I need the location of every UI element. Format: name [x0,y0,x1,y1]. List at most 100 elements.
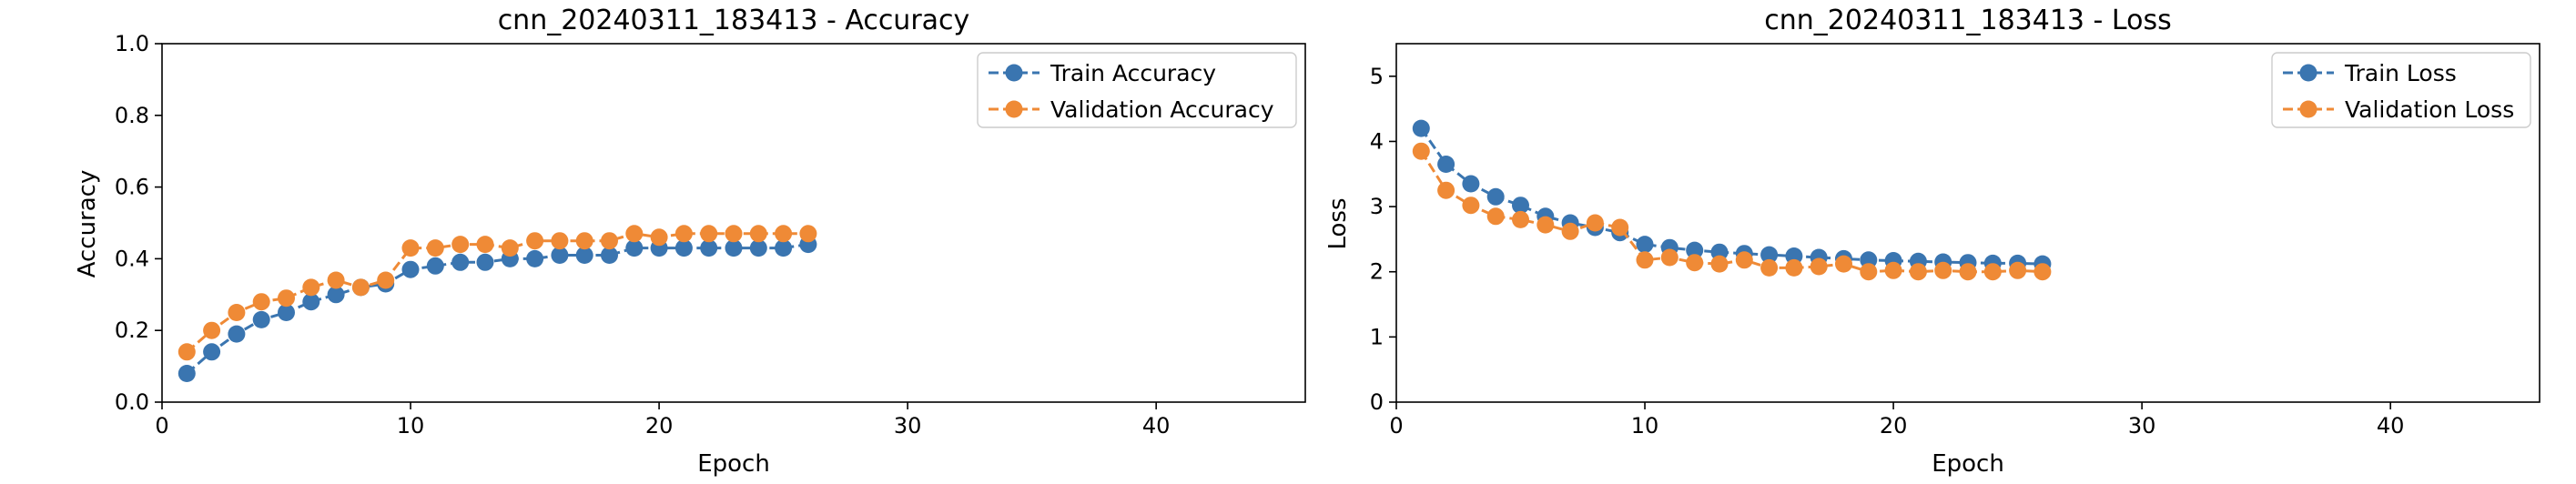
accuracy-legend-label-0: Train Accuracy [1050,60,1216,86]
accuracy-series-0-point [451,253,470,271]
accuracy-series-1-point [351,278,370,297]
loss-series-1-point [1586,214,1604,232]
loss-x-axis-label: Epoch [1932,450,2004,478]
accuracy-series-1-point [526,232,544,250]
accuracy-y-tick-label: 0.4 [115,246,149,271]
loss-y-axis-label: Loss [1324,197,1352,249]
accuracy-x-tick-label: 10 [397,413,425,439]
loss-series-1-point [1983,263,2002,281]
loss-y-tick-label: 0 [1370,389,1384,415]
loss-series-1-point [2033,263,2052,281]
loss-series-0-point [1437,156,1455,173]
accuracy-series-1-point [650,228,668,247]
loss-series-1-point [1561,222,1579,240]
accuracy-series-0-point [625,239,644,257]
accuracy-series-1-point [700,225,718,243]
accuracy-series-1-point [725,225,743,243]
loss-series-0-point [1512,197,1529,215]
accuracy-legend [977,52,1297,128]
accuracy-series-0-point [700,239,718,257]
accuracy-series-1-point [674,225,693,243]
accuracy-series-0-point [476,253,494,271]
accuracy-x-axis-label: Epoch [697,450,770,478]
loss-series-1-point [1462,197,1480,215]
accuracy-series-0-point [401,260,420,278]
accuracy-legend-marker-0 [1005,64,1023,82]
accuracy-series-0-point [749,239,767,257]
loss-series-1-point [1860,263,1878,281]
loss-series-1-point [1710,255,1729,273]
accuracy-x-tick-label: 30 [894,413,922,439]
loss-x-tick-label: 0 [1389,413,1403,439]
loss-chart-title: cnn_20240311_183413 - Loss [1764,5,2171,36]
loss-series-0-point [1760,246,1779,264]
loss-series-1-point [1611,218,1629,237]
accuracy-plot-frame [161,43,1306,403]
loss-x-tick-label: 30 [2128,413,2156,439]
accuracy-series-1-point [775,225,793,243]
loss-series-line-0 [1420,127,2043,266]
accuracy-x-tick-label: 0 [155,413,168,439]
accuracy-series-1-point [252,293,270,311]
loss-y-tick-label: 1 [1370,324,1384,349]
accuracy-series-1-point [575,232,593,250]
accuracy-series-1-point [601,232,618,250]
accuracy-series-0-point [526,249,544,267]
loss-series-1-point [1660,248,1678,267]
accuracy-series-1-point [401,239,420,257]
accuracy-y-tick-label: 0.2 [115,318,149,343]
loss-series-1-point [1536,216,1555,234]
accuracy-series-1-point [203,321,221,339]
accuracy-series-1-point [177,343,196,361]
loss-y-tick-label: 2 [1370,259,1384,285]
accuracy-x-tick-label: 20 [645,413,674,439]
accuracy-series-1-point [625,225,644,243]
loss-y-tick-label: 5 [1370,64,1384,89]
accuracy-y-axis-label: Accuracy [74,170,101,278]
loss-series-0-point [1686,241,1704,259]
accuracy-series-1-point [451,236,470,254]
loss-series-1-point [1909,263,1927,281]
loss-series-1-point [1835,255,1852,273]
accuracy-series-0-point [575,247,593,264]
accuracy-legend-label-1: Validation Accuracy [1050,96,1274,123]
accuracy-series-1-point [377,271,395,289]
loss-x-tick-label: 10 [1631,413,1659,439]
accuracy-series-1-point [278,289,295,308]
accuracy-y-tick-label: 0.8 [115,103,149,128]
loss-legend-marker-1 [2299,100,2317,118]
accuracy-series-0-point [775,239,793,257]
loss-series-1-point [1512,210,1529,228]
accuracy-series-0-point [252,310,270,328]
accuracy-series-0-point [551,247,569,264]
loss-x-tick-label: 40 [2377,413,2405,439]
loss-y-tick-label: 4 [1370,128,1384,154]
accuracy-y-tick-label: 1.0 [115,31,149,56]
accuracy-series-1-point [799,225,817,243]
loss-series-1-point [1884,261,1902,279]
loss-legend [2271,52,2531,128]
accuracy-x-tick-label: 40 [1142,413,1171,439]
loss-series-0-point [1486,187,1505,206]
loss-chart: cnn_20240311_183413 - Loss Epoch Loss 0 1… [1324,5,2541,478]
loss-series-0-point [1462,175,1480,193]
loss-series-1-point [1735,251,1753,269]
loss-series-1-point [1810,257,1828,276]
loss-series-1-point [1686,254,1704,272]
loss-series-1-point [1760,258,1779,277]
loss-legend-marker-0 [2299,64,2317,82]
loss-legend-label-0: Train Loss [2344,60,2457,86]
loss-series-0-point [1412,119,1430,137]
loss-series-1-point [1486,207,1505,226]
accuracy-series-0-point [601,247,618,264]
loss-series-1-point [1785,258,1803,277]
accuracy-series-1-point [426,239,444,257]
accuracy-series-0-point [177,365,196,382]
accuracy-legend-marker-1 [1005,100,1023,118]
loss-x-tick-label: 20 [1880,413,1908,439]
accuracy-series-0-point [426,257,444,275]
loss-legend-label-1: Validation Loss [2345,96,2514,123]
loss-series-1-point [1437,181,1455,199]
accuracy-y-tick-label: 0.0 [115,389,149,415]
